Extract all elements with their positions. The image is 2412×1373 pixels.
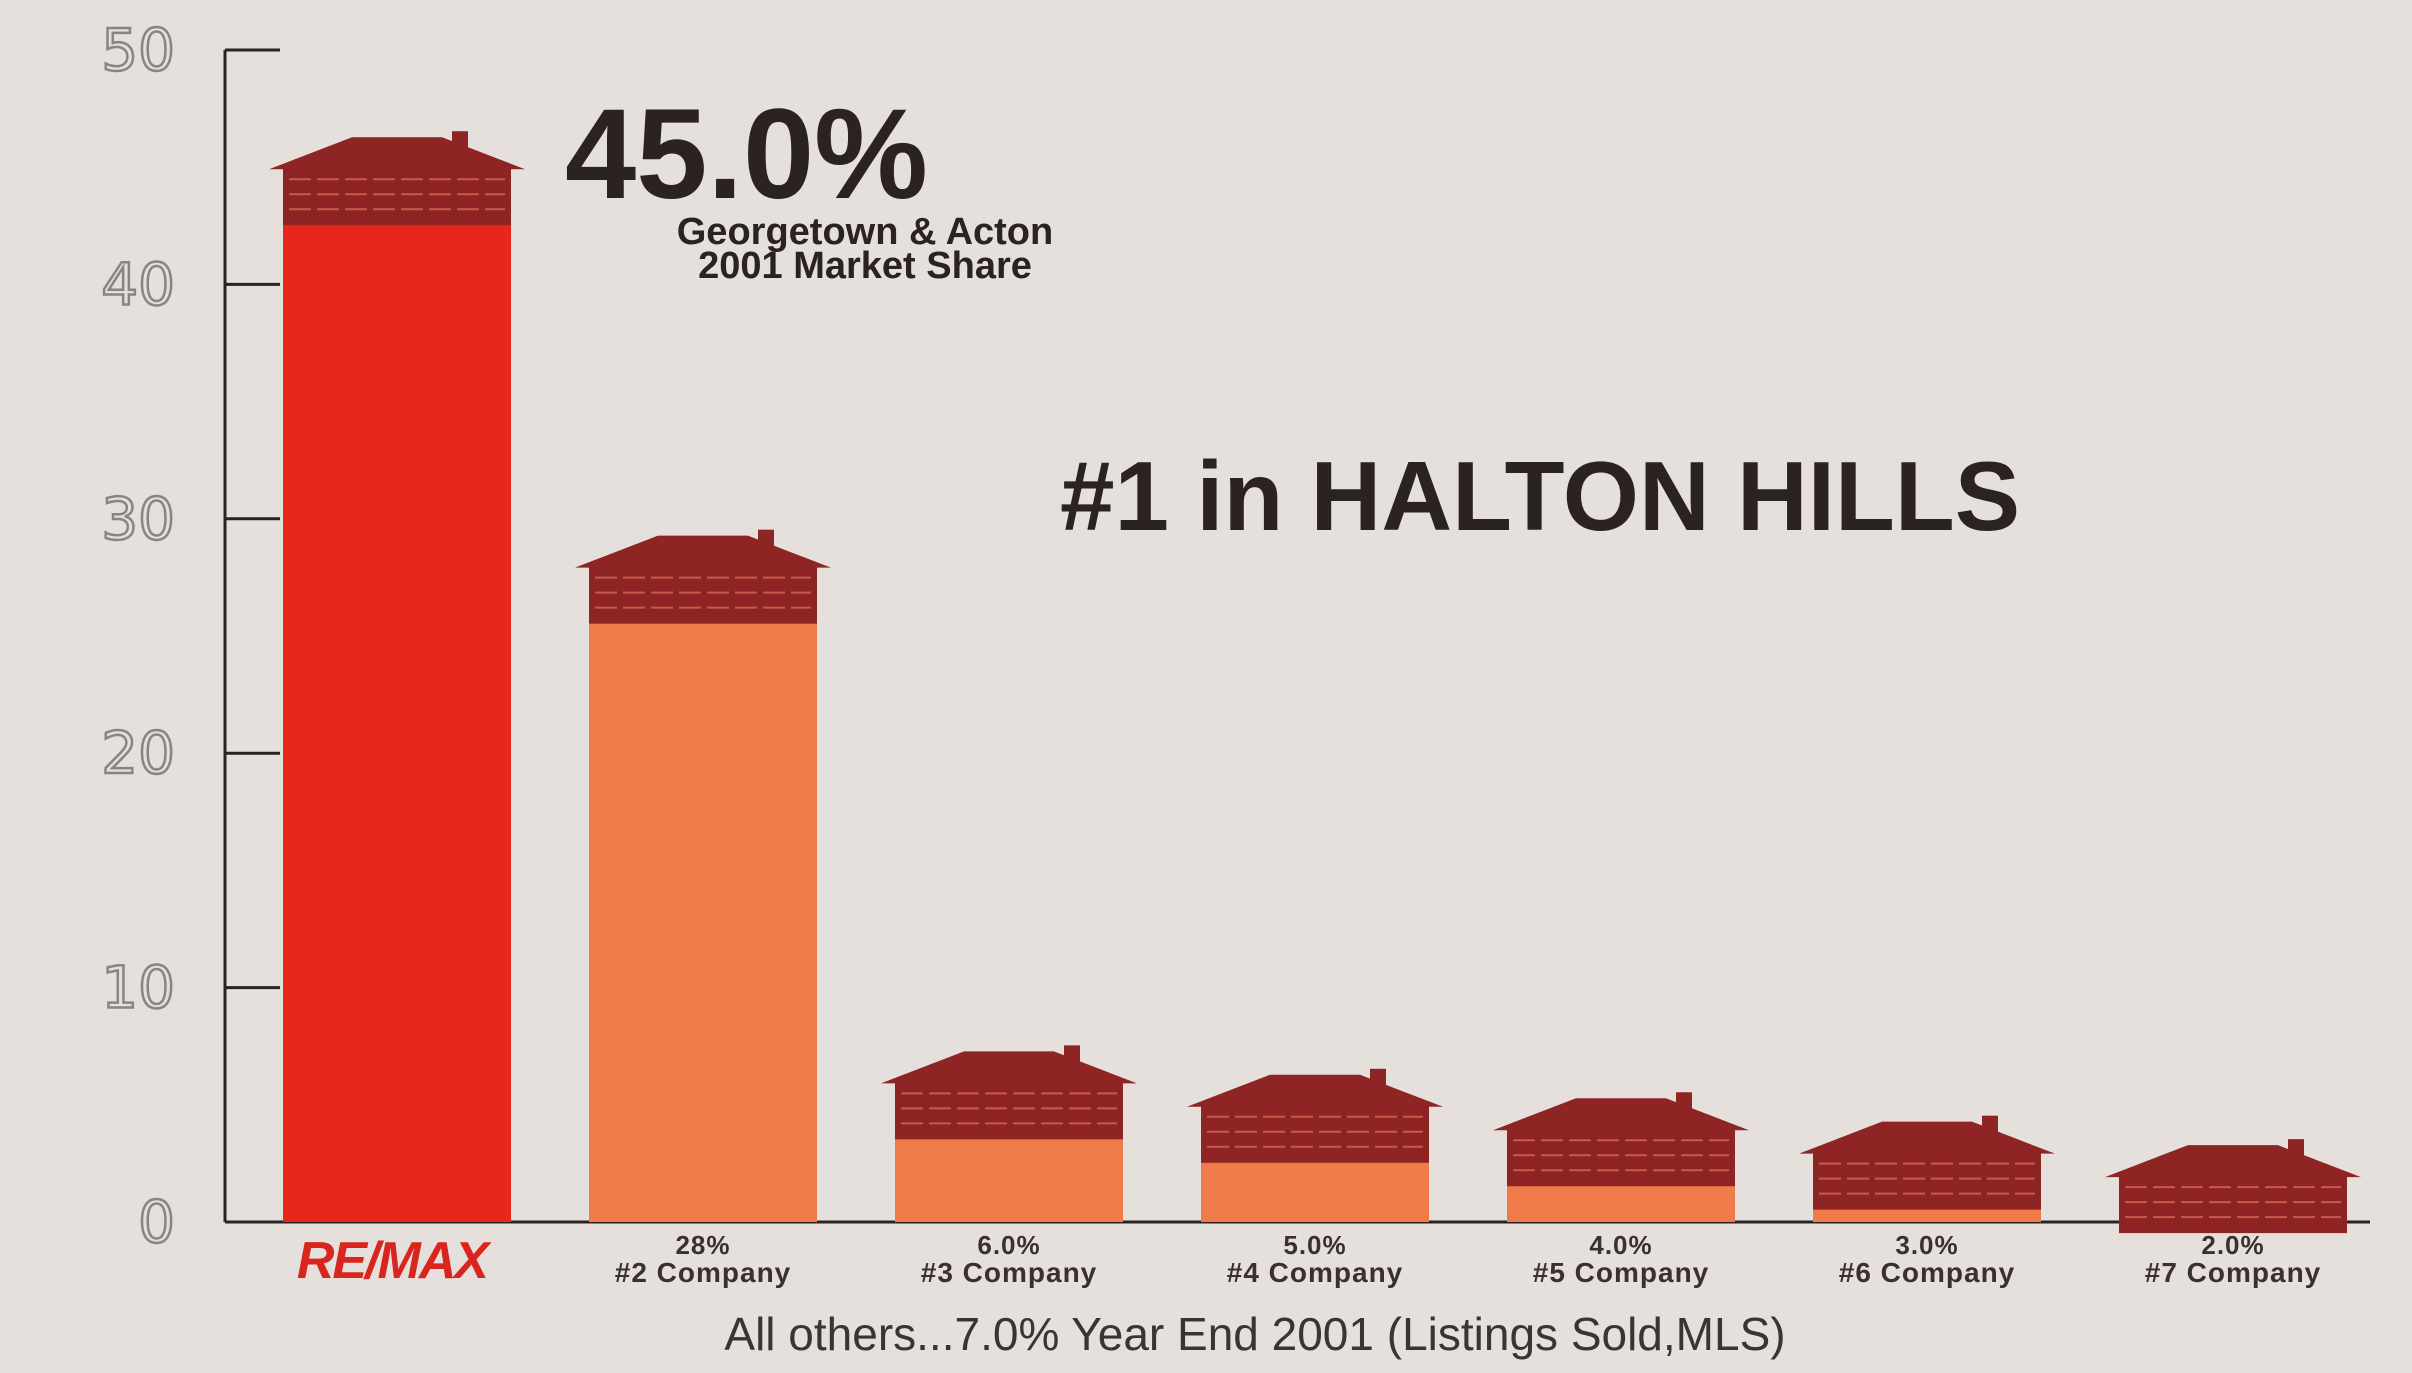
bar-value-label: 5.0%	[1283, 1230, 1346, 1260]
annotation-line-1: Georgetown & Acton	[677, 211, 1053, 253]
bar-group	[2105, 1139, 2361, 1234]
category-label: #2 Company	[615, 1257, 792, 1288]
chimney-icon	[1676, 1092, 1692, 1115]
category-label: #4 Company	[1227, 1257, 1404, 1288]
bar-value-label: 6.0%	[977, 1230, 1040, 1260]
chimney-icon	[1064, 1045, 1080, 1068]
bar-group	[575, 529, 831, 1222]
bar-group	[1187, 1068, 1443, 1222]
bar-group	[1493, 1092, 1749, 1222]
bar-brick-band	[1813, 1151, 2041, 1210]
house-roof-icon	[1187, 1074, 1443, 1107]
headline: #1 in HALTON HILLS	[1060, 441, 2020, 551]
y-tick-label: 40	[101, 250, 175, 318]
bar-brick-band	[283, 167, 511, 226]
house-roof-icon	[2105, 1145, 2361, 1178]
chimney-icon	[452, 131, 468, 154]
y-tick-label: 10	[101, 954, 175, 1022]
bar-brick-band	[589, 565, 817, 624]
chimney-icon	[2288, 1139, 2304, 1162]
footnote: All others...7.0% Year End 2001 (Listing…	[724, 1308, 1785, 1360]
bar	[283, 167, 511, 1223]
bar-brick-band	[1201, 1104, 1429, 1163]
y-tick-label: 20	[101, 719, 175, 787]
bar-group	[881, 1045, 1137, 1222]
house-roof-icon	[269, 137, 525, 170]
bar-value-label: 3.0%	[1895, 1230, 1958, 1260]
y-tick-label: 0	[138, 1188, 175, 1256]
category-label: #7 Company	[2145, 1257, 2322, 1288]
house-roof-icon	[1493, 1098, 1749, 1131]
y-axis: 0 10 20 30 40 50	[100, 15, 2370, 1257]
bars	[269, 131, 2361, 1234]
bar-group	[1799, 1115, 2055, 1222]
house-roof-icon	[1799, 1121, 2055, 1154]
chimney-icon	[758, 529, 774, 552]
bar-value-label: 2.0%	[2201, 1230, 2264, 1260]
y-tick-label: 30	[101, 485, 175, 553]
category-label: #6 Company	[1839, 1257, 2016, 1288]
y-tick-label: 50	[101, 16, 175, 84]
annotation-line-2: 2001 Market Share	[698, 245, 1032, 287]
bar-value-label: 4.0%	[1589, 1230, 1652, 1260]
house-roof-icon	[575, 535, 831, 568]
bar-group	[269, 131, 525, 1223]
bar	[589, 565, 817, 1222]
remax-logo: RE/MAX	[297, 1232, 493, 1290]
category-label: #3 Company	[921, 1257, 1098, 1288]
bar-brick-band	[1507, 1128, 1735, 1187]
chimney-icon	[1982, 1115, 1998, 1138]
bar-brick-band	[2119, 1175, 2347, 1234]
category-label: #5 Company	[1533, 1257, 1710, 1288]
chimney-icon	[1370, 1068, 1386, 1091]
lead-percent-label: 45.0%	[565, 83, 928, 226]
category-labels: RE/MAX 28%#2 Company 6.0%#3 Company 5.0%#4 …	[297, 1230, 2322, 1290]
bar-brick-band	[895, 1081, 1123, 1140]
house-roof-icon	[881, 1051, 1137, 1084]
bar-value-label: 28%	[675, 1230, 730, 1260]
